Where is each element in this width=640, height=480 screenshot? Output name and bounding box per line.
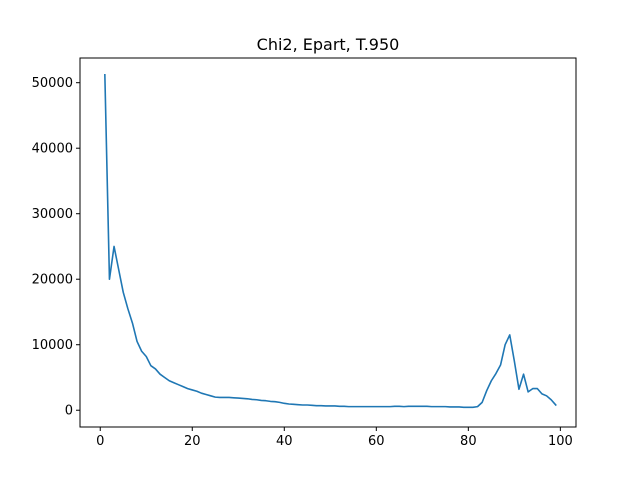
x-tick-label: 40 [276, 434, 293, 449]
y-tick-label: 50000 [32, 76, 73, 91]
x-tick-label: 60 [368, 434, 385, 449]
y-tick-label: 10000 [32, 338, 73, 353]
y-tick-label: 0 [65, 404, 73, 419]
y-tick-label: 20000 [32, 273, 73, 288]
chart-title: Chi2, Epart, T.950 [257, 35, 400, 54]
plot-frame [79, 57, 577, 428]
series-line [104, 74, 557, 409]
y-axis: 0 10000 20000 30000 40000 50000 [32, 76, 80, 419]
x-tick-label: 80 [460, 434, 477, 449]
y-tick-label: 40000 [32, 142, 73, 157]
plot-area [104, 74, 557, 409]
y-tick-label: 30000 [32, 207, 73, 222]
x-tick-label: 100 [548, 434, 573, 449]
x-tick-label: 20 [184, 434, 201, 449]
x-tick-label: 0 [96, 434, 104, 449]
x-axis: 0 20 40 60 80 100 [96, 427, 573, 449]
